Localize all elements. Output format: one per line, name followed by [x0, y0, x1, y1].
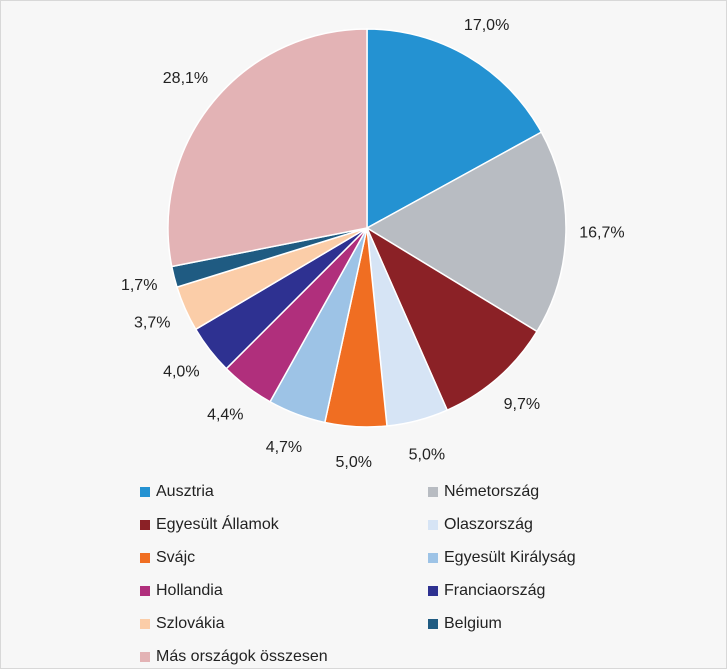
legend-swatch	[140, 553, 150, 563]
data-label: 16,7%	[579, 224, 624, 241]
legend-swatch	[140, 652, 150, 662]
legend-label: Szlovákia	[156, 615, 225, 632]
data-label: 9,7%	[504, 396, 540, 413]
data-label: 4,4%	[207, 407, 243, 424]
pie-slice	[167, 28, 368, 268]
legend-swatch	[140, 520, 150, 530]
pie-slice	[365, 226, 539, 412]
data-label: 28,1%	[163, 70, 208, 87]
legend-label: Ausztria	[156, 483, 214, 500]
legend-swatch	[428, 520, 438, 530]
data-label: 17,0%	[464, 17, 509, 34]
data-label: 5,0%	[335, 454, 371, 471]
legend-swatch	[428, 619, 438, 629]
legend-label: Egyesült Államok	[156, 514, 280, 533]
legend-label: Franciaország	[444, 582, 545, 599]
legend-label: Németország	[444, 483, 539, 500]
pie-slice	[365, 131, 567, 333]
legend-swatch	[428, 586, 438, 596]
data-label: 4,0%	[163, 363, 199, 380]
legend-label: Egyesült Királyság	[444, 549, 576, 566]
legend-label: Svájc	[156, 549, 195, 566]
data-label: 5,0%	[409, 446, 445, 463]
legend-swatch	[428, 487, 438, 497]
pie-slice	[366, 28, 543, 230]
legend-swatch	[140, 487, 150, 497]
legend-swatch	[428, 553, 438, 563]
data-label: 4,7%	[266, 439, 302, 456]
legend-label: Más országok összesen	[156, 648, 328, 665]
data-label: 3,7%	[134, 315, 170, 332]
legend-label: Olaszország	[444, 516, 533, 533]
legend-label: Hollandia	[156, 582, 223, 599]
legend-swatch	[140, 619, 150, 629]
legend-swatch	[140, 586, 150, 596]
data-label: 1,7%	[121, 277, 157, 294]
legend-label: Belgium	[444, 615, 502, 632]
